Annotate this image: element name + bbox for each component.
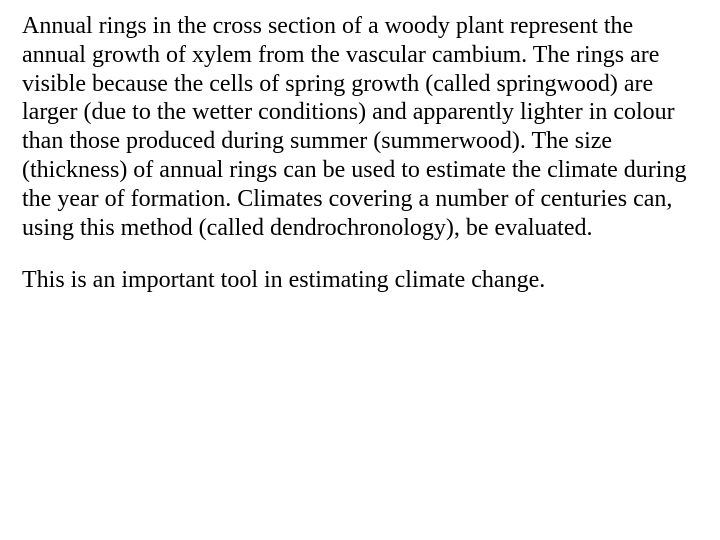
body-paragraph-1: Annual rings in the cross section of a w… <box>22 12 698 242</box>
body-paragraph-2: This is an important tool in estimating … <box>22 266 698 295</box>
